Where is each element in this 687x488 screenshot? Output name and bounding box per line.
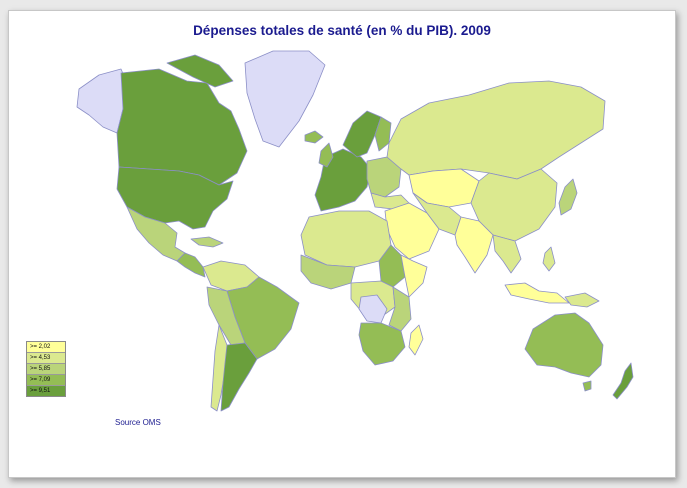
region-canada-islands bbox=[166, 54, 234, 88]
region-russia bbox=[386, 80, 606, 180]
region-philippines bbox=[542, 246, 556, 272]
region-argentina bbox=[220, 342, 258, 412]
region-madagascar bbox=[408, 324, 424, 356]
region-iceland bbox=[304, 130, 324, 144]
region-india bbox=[454, 216, 494, 274]
region-southern-africa bbox=[358, 322, 406, 366]
region-caribbean bbox=[190, 236, 224, 248]
region-finland bbox=[374, 116, 392, 152]
source-note: Source OMS bbox=[115, 418, 161, 427]
region-uk bbox=[318, 142, 334, 168]
region-central-america bbox=[176, 252, 206, 278]
legend-item: >= 7,09 bbox=[27, 375, 65, 386]
region-horn-of-africa bbox=[400, 254, 428, 298]
region-tasmania bbox=[582, 380, 592, 392]
legend-item: >= 5,85 bbox=[27, 364, 65, 375]
region-new-zealand bbox=[612, 362, 634, 400]
region-north-africa bbox=[300, 210, 392, 268]
region-west-africa bbox=[300, 254, 356, 290]
region-australia bbox=[524, 312, 604, 378]
region-new-guinea bbox=[564, 292, 600, 308]
region-greenland bbox=[244, 50, 326, 148]
region-japan bbox=[558, 178, 578, 216]
map-title: Dépenses totales de santé (en % du PIB).… bbox=[193, 23, 491, 38]
legend-item: >= 2,02 bbox=[27, 342, 65, 353]
region-indonesia bbox=[504, 282, 570, 304]
map-legend: >= 2,02 >= 4,53 >= 5,85 >= 7,09 >= 9,51 bbox=[26, 341, 66, 397]
region-southeast-asia bbox=[492, 234, 522, 274]
region-canada bbox=[116, 68, 248, 186]
world-map bbox=[76, 50, 634, 412]
legend-item: >= 9,51 bbox=[27, 386, 65, 396]
legend-item: >= 4,53 bbox=[27, 353, 65, 364]
map-frame: Dépenses totales de santé (en % du PIB).… bbox=[8, 10, 676, 478]
